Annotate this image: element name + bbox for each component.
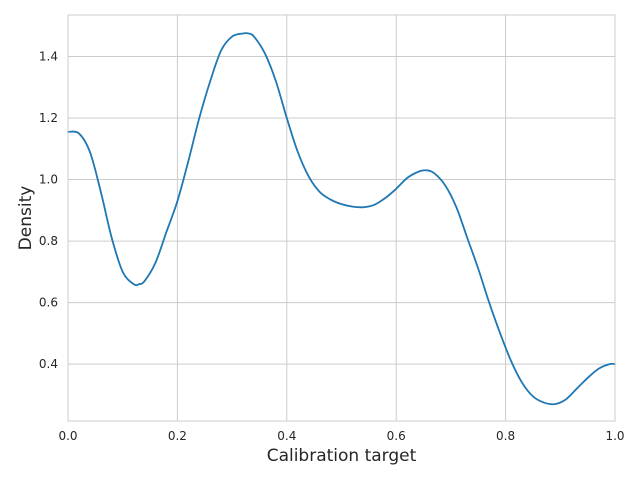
- y-tick-label: 0.6: [39, 296, 58, 310]
- x-tick-labels: 0.0 0.2 0.4 0.6 0.8 1.0: [58, 429, 624, 443]
- y-tick-label: 1.2: [39, 111, 58, 125]
- horizontal-gridlines: [68, 56, 615, 365]
- x-tick-label: 1.0: [605, 429, 624, 443]
- y-tick-label: 1.4: [39, 50, 58, 64]
- x-axis-label: Calibration target: [267, 446, 417, 466]
- x-tick-label: 0.6: [387, 429, 406, 443]
- y-tick-label: 1.0: [39, 173, 58, 187]
- plot-background: [68, 15, 615, 421]
- y-tick-label: 0.8: [39, 234, 58, 248]
- x-tick-label: 0.4: [277, 429, 296, 443]
- y-tick-label: 0.4: [39, 357, 58, 371]
- y-tick-labels: 0.4 0.6 0.8 1.0 1.2 1.4: [39, 50, 58, 372]
- plot-border: [67, 14, 616, 422]
- x-tick-label: 0.0: [58, 429, 77, 443]
- x-tick-label: 0.8: [496, 429, 515, 443]
- y-axis-label: Density: [16, 186, 36, 251]
- x-tick-label: 0.2: [168, 429, 187, 443]
- series-group: [67, 32, 616, 406]
- plot-frame: [67, 14, 616, 422]
- density-line: [67, 32, 616, 406]
- plot-area: [67, 14, 616, 422]
